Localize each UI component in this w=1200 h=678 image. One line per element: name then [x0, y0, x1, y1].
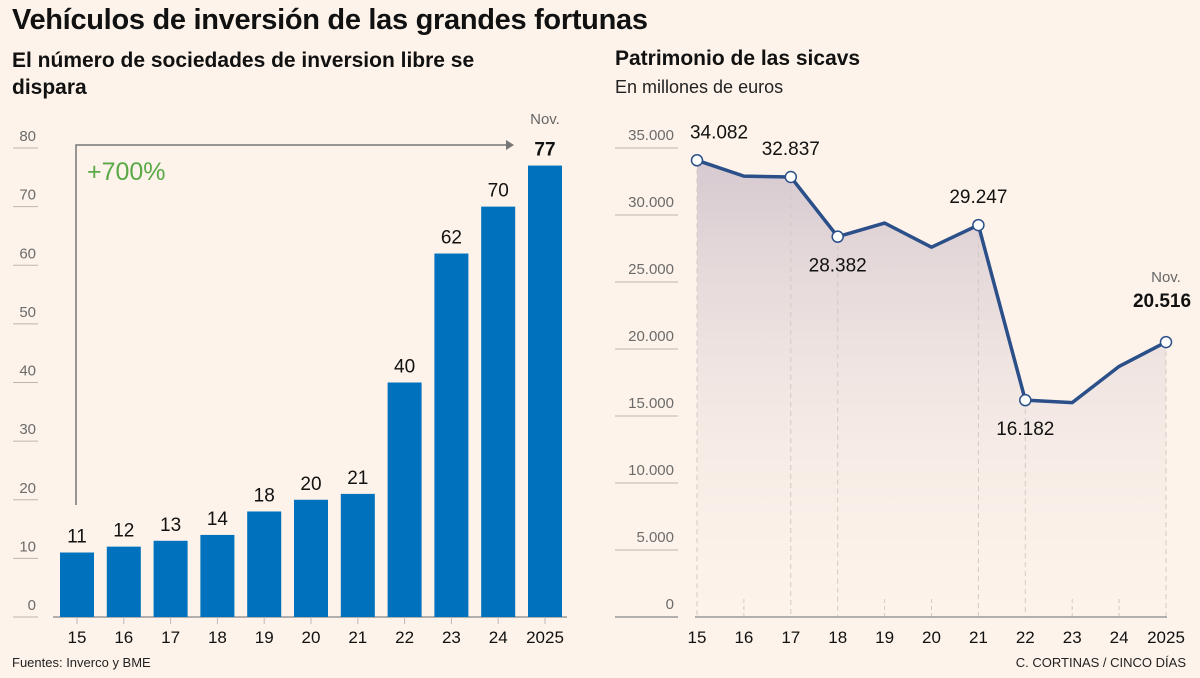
arrow-head-icon: [506, 140, 514, 150]
right-chart-subtitle: En millones de euros: [615, 77, 784, 97]
x-tick-label: 2025: [1147, 628, 1185, 647]
y-tick-label: 10.000: [628, 462, 674, 479]
x-tick-label: 24: [1110, 628, 1129, 647]
right-chart-title: Patrimonio de las sicavs: [615, 47, 861, 70]
x-tick-label: 2025: [526, 628, 564, 647]
x-tick-label: 16: [734, 628, 753, 647]
data-point-marker: [1019, 393, 1032, 407]
bar-value-label: 14: [207, 509, 229, 530]
y-tick-label: 20.000: [628, 328, 674, 345]
bar-value-label: 20: [300, 474, 321, 495]
data-value-label: 20.516: [1133, 291, 1191, 312]
y-tick-label: 70: [19, 187, 36, 204]
y-tick-label: 0: [666, 596, 674, 613]
y-tick-label: 60: [19, 245, 36, 262]
bar: [247, 511, 282, 617]
y-tick-label: 50: [19, 304, 36, 321]
bar: [294, 499, 328, 617]
data-point-marker: [690, 154, 704, 167]
page-title: Vehículos de inversión de las grandes fo…: [12, 4, 648, 36]
bar-value-label: 18: [254, 485, 275, 506]
y-tick-label: 30: [19, 421, 36, 438]
bar: [481, 206, 516, 617]
data-point-marker: [831, 230, 844, 243]
growth-bracket-line: [75, 144, 510, 505]
x-tick-label: 23: [442, 628, 461, 647]
x-tick-label: 15: [688, 628, 707, 647]
nov-note: Nov.: [1151, 269, 1181, 286]
credit-note: C. CORTINAS / CINCO DÍAS: [1015, 655, 1186, 670]
bar-value-label: 40: [394, 357, 415, 378]
nov-note: Nov.: [530, 111, 560, 128]
bar: [434, 253, 469, 617]
data-value-label: 29.247: [949, 187, 1007, 208]
bar-value-label: 21: [347, 468, 368, 489]
x-tick-label: 24: [489, 628, 508, 647]
x-tick-label: 23: [1063, 628, 1082, 647]
data-value-label: 34.082: [690, 122, 748, 143]
y-tick-label: 40: [19, 363, 36, 380]
x-tick-label: 16: [114, 628, 133, 647]
x-tick-label: 18: [208, 628, 227, 647]
x-tick-label: 21: [969, 628, 988, 647]
y-tick-label: 30.000: [628, 194, 674, 211]
growth-annotation: +700%: [87, 158, 166, 186]
x-tick-label: 18: [828, 628, 847, 647]
y-tick-label: 35.000: [628, 127, 674, 144]
bar: [387, 382, 422, 617]
area-fill: [697, 160, 1166, 617]
x-tick-label: 17: [161, 628, 180, 647]
bar-value-label: 12: [113, 521, 134, 542]
bar: [60, 552, 94, 617]
data-point-marker: [1159, 335, 1173, 349]
bar: [528, 165, 562, 617]
x-tick-label: 20: [302, 628, 321, 647]
y-tick-label: 0: [28, 597, 36, 614]
x-tick-label: 21: [348, 628, 367, 647]
y-tick-label: 20: [19, 480, 36, 497]
y-tick-label: 25.000: [628, 261, 674, 278]
x-tick-label: 22: [1016, 628, 1035, 647]
x-tick-label: 19: [875, 628, 894, 647]
bar-value-label: 77: [534, 140, 555, 161]
source-note: Fuentes: Inverco y BME: [12, 655, 151, 670]
y-tick-label: 5.000: [636, 529, 674, 546]
data-point-marker: [784, 170, 798, 184]
bar-value-label: 62: [441, 228, 462, 249]
x-tick-label: 19: [255, 628, 274, 647]
x-tick-label: 17: [781, 628, 800, 647]
x-tick-label: 15: [68, 628, 87, 647]
y-tick-label: 15.000: [628, 395, 674, 412]
bar: [106, 546, 141, 617]
data-point-marker: [972, 218, 985, 232]
left-chart-title: El número de sociedades de inversion lib…: [12, 49, 475, 99]
bar-value-label: 13: [160, 515, 181, 536]
bar: [153, 540, 188, 617]
series-line: [696, 158, 1167, 405]
y-tick-label: 80: [19, 128, 36, 145]
bar-value-label: 70: [488, 181, 509, 202]
x-tick-label: 22: [395, 628, 414, 647]
y-tick-label: 10: [19, 538, 36, 555]
data-value-label: 16.182: [996, 419, 1054, 440]
x-tick-label: 20: [922, 628, 941, 647]
bar: [340, 493, 375, 617]
data-value-label: 32.837: [762, 139, 820, 160]
data-value-label: 28.382: [809, 256, 867, 277]
bar-value-label: 11: [67, 527, 87, 548]
bar: [200, 534, 235, 617]
